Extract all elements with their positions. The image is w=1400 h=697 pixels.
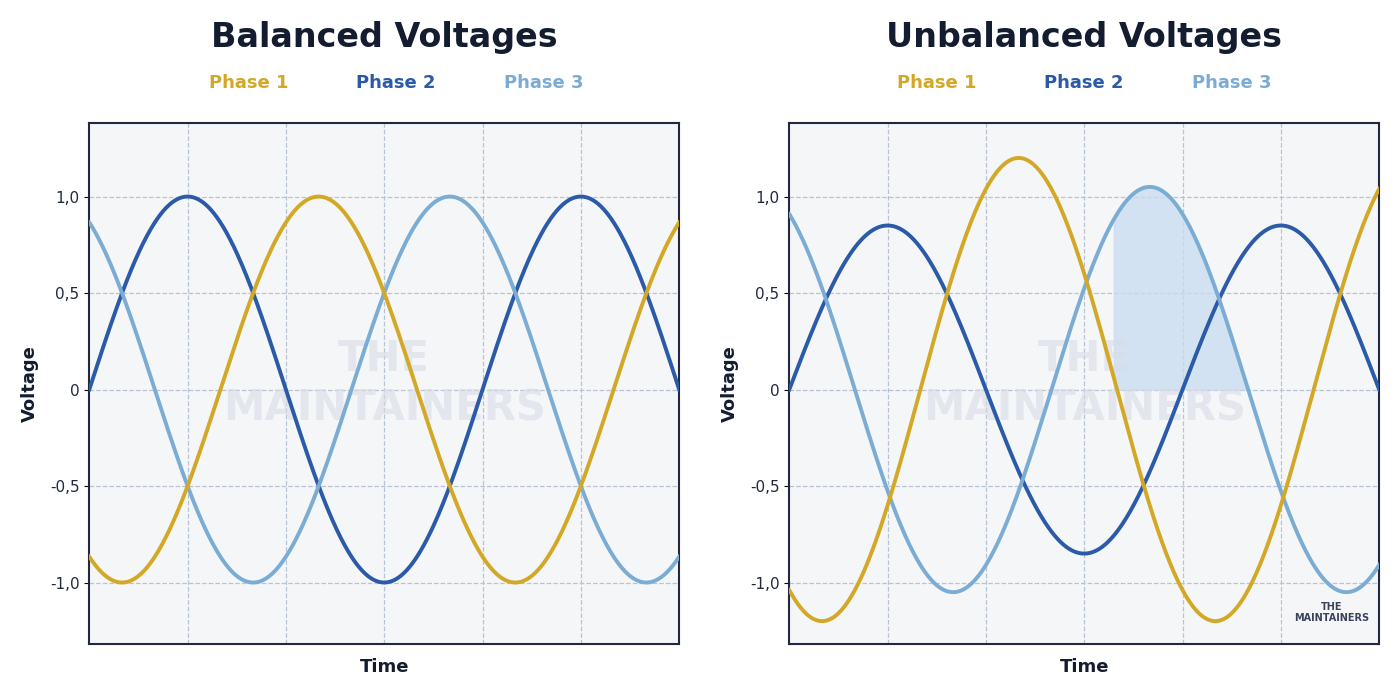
Y-axis label: Voltage: Voltage bbox=[721, 345, 739, 422]
Text: Phase 1: Phase 1 bbox=[897, 74, 977, 92]
Title: Balanced Voltages: Balanced Voltages bbox=[211, 21, 557, 54]
Text: Phase 2: Phase 2 bbox=[1044, 74, 1124, 92]
Title: Unbalanced Voltages: Unbalanced Voltages bbox=[886, 21, 1282, 54]
Text: Phase 3: Phase 3 bbox=[1191, 74, 1271, 92]
Text: THE
MAINTAINERS: THE MAINTAINERS bbox=[1295, 602, 1369, 623]
X-axis label: Time: Time bbox=[360, 658, 409, 676]
Text: THE
MAINTAINERS: THE MAINTAINERS bbox=[223, 339, 546, 429]
Text: Phase 3: Phase 3 bbox=[504, 74, 584, 92]
Text: Phase 1: Phase 1 bbox=[209, 74, 288, 92]
Y-axis label: Voltage: Voltage bbox=[21, 345, 39, 422]
Text: THE
MAINTAINERS: THE MAINTAINERS bbox=[923, 339, 1246, 429]
Text: Phase 2: Phase 2 bbox=[356, 74, 435, 92]
X-axis label: Time: Time bbox=[1060, 658, 1109, 676]
